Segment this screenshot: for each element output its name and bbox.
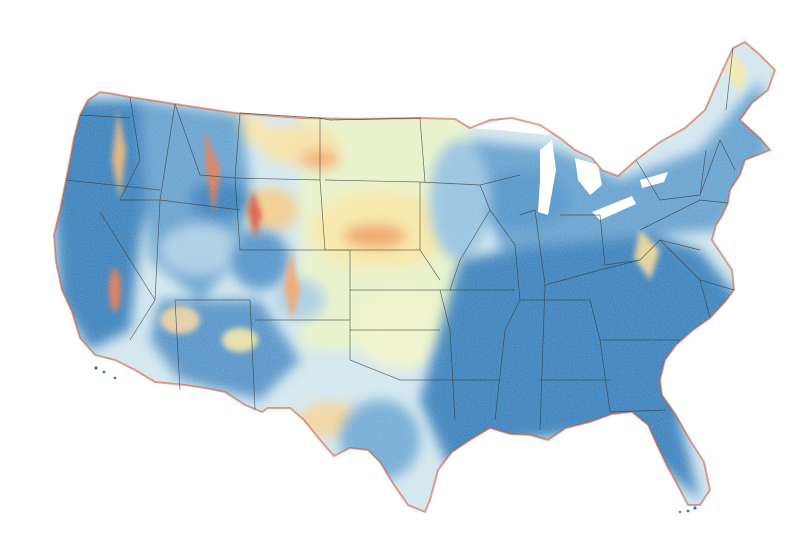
state-borders xyxy=(65,47,736,431)
island-dots xyxy=(94,366,697,514)
map-raster-layer xyxy=(54,42,775,512)
